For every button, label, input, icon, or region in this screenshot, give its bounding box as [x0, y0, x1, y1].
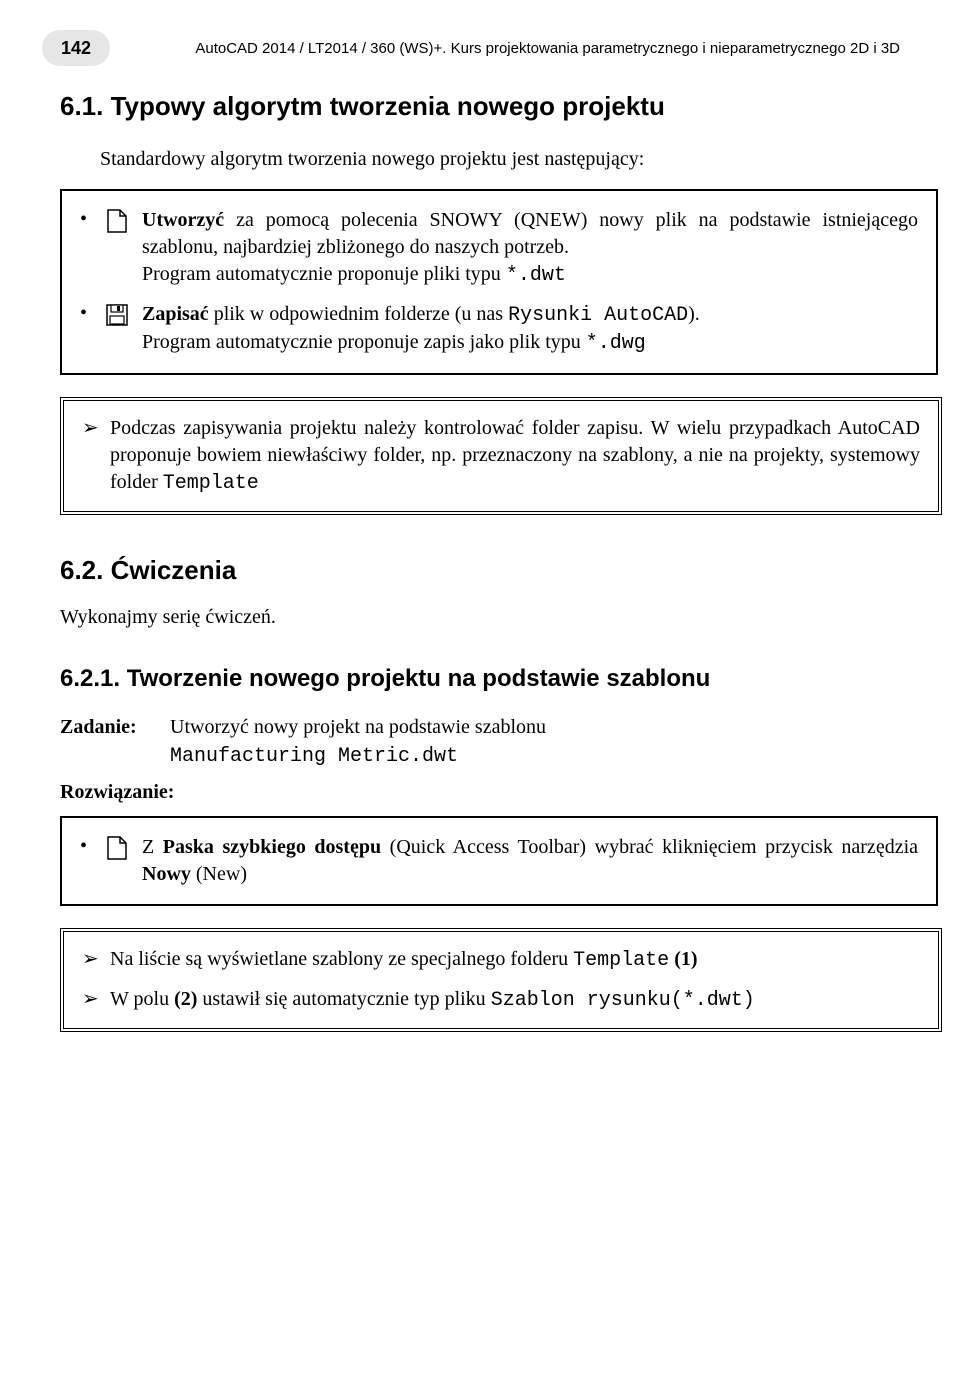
result-item-1: ➢ Na liście są wyświetlane szablony ze s…	[82, 946, 920, 974]
result-box: ➢ Na liście są wyświetlane szablony ze s…	[60, 928, 942, 1032]
rozwiazanie-label: Rozwiązanie:	[60, 781, 900, 804]
page-number-bubble: 142	[42, 30, 110, 66]
note-item: ➢ Podczas zapisywania projektu należy ko…	[82, 415, 920, 497]
new-file-icon	[102, 207, 132, 235]
result-item-1-text: Na liście są wyświetlane szablony ze spe…	[110, 946, 920, 974]
arrow-bullet-icon: ➢	[82, 986, 100, 1011]
result-item-2-text: W polu (2) ustawił się automatycznie typ…	[110, 986, 920, 1014]
note-text: Podczas zapisywania projektu należy kont…	[110, 415, 920, 497]
section-6-2-1-heading: 6.2.1. Tworzenie nowego projektu na pods…	[60, 665, 900, 693]
algorithm-item-1: • Utworzyć za pomocą polecenia SNOWY (QN…	[80, 207, 918, 289]
result-item-2: ➢ W polu (2) ustawił się automatycznie t…	[82, 986, 920, 1014]
page-number: 142	[61, 38, 91, 59]
section-6-1-heading: 6.1. Typowy algorytm tworzenia nowego pr…	[60, 91, 900, 122]
section-6-1-intro: Standardowy algorytm tworzenia nowego pr…	[100, 146, 900, 173]
step-text: Z Paska szybkiego dostępu (Quick Access …	[142, 834, 918, 888]
section-6-2-heading: 6.2. Ćwiczenia	[60, 555, 900, 586]
arrow-bullet-icon: ➢	[82, 415, 100, 440]
bullet-dot: •	[80, 834, 92, 858]
step-box: • Z Paska szybkiego dostępu (Quick Acces…	[60, 816, 938, 906]
algorithm-item-2-text: Zapisać plik w odpowiednim folderze (u n…	[142, 301, 918, 357]
bullet-dot: •	[80, 207, 92, 231]
zadanie-label: Zadanie:	[60, 713, 170, 771]
zadanie-block: Zadanie: Utworzyć nowy projekt na podsta…	[60, 713, 900, 771]
algorithm-item-1-text: Utworzyć za pomocą polecenia SNOWY (QNEW…	[142, 207, 918, 289]
bullet-dot: •	[80, 301, 92, 325]
section-6-2-intro: Wykonajmy serię ćwiczeń.	[60, 604, 900, 631]
algorithm-item-2: • Zapisać plik w odpowiednim folderze (u…	[80, 301, 918, 357]
running-title: AutoCAD 2014 / LT2014 / 360 (WS)+. Kurs …	[60, 40, 900, 57]
step-item: • Z Paska szybkiego dostępu (Quick Acces…	[80, 834, 918, 888]
zadanie-text: Utworzyć nowy projekt na podstawie szabl…	[170, 713, 546, 771]
new-file-icon	[102, 834, 132, 862]
arrow-bullet-icon: ➢	[82, 946, 100, 971]
save-icon	[102, 301, 132, 329]
page-header: 142 AutoCAD 2014 / LT2014 / 360 (WS)+. K…	[60, 40, 900, 57]
algorithm-box: • Utworzyć za pomocą polecenia SNOWY (QN…	[60, 189, 938, 375]
note-box: ➢ Podczas zapisywania projektu należy ko…	[60, 397, 942, 515]
